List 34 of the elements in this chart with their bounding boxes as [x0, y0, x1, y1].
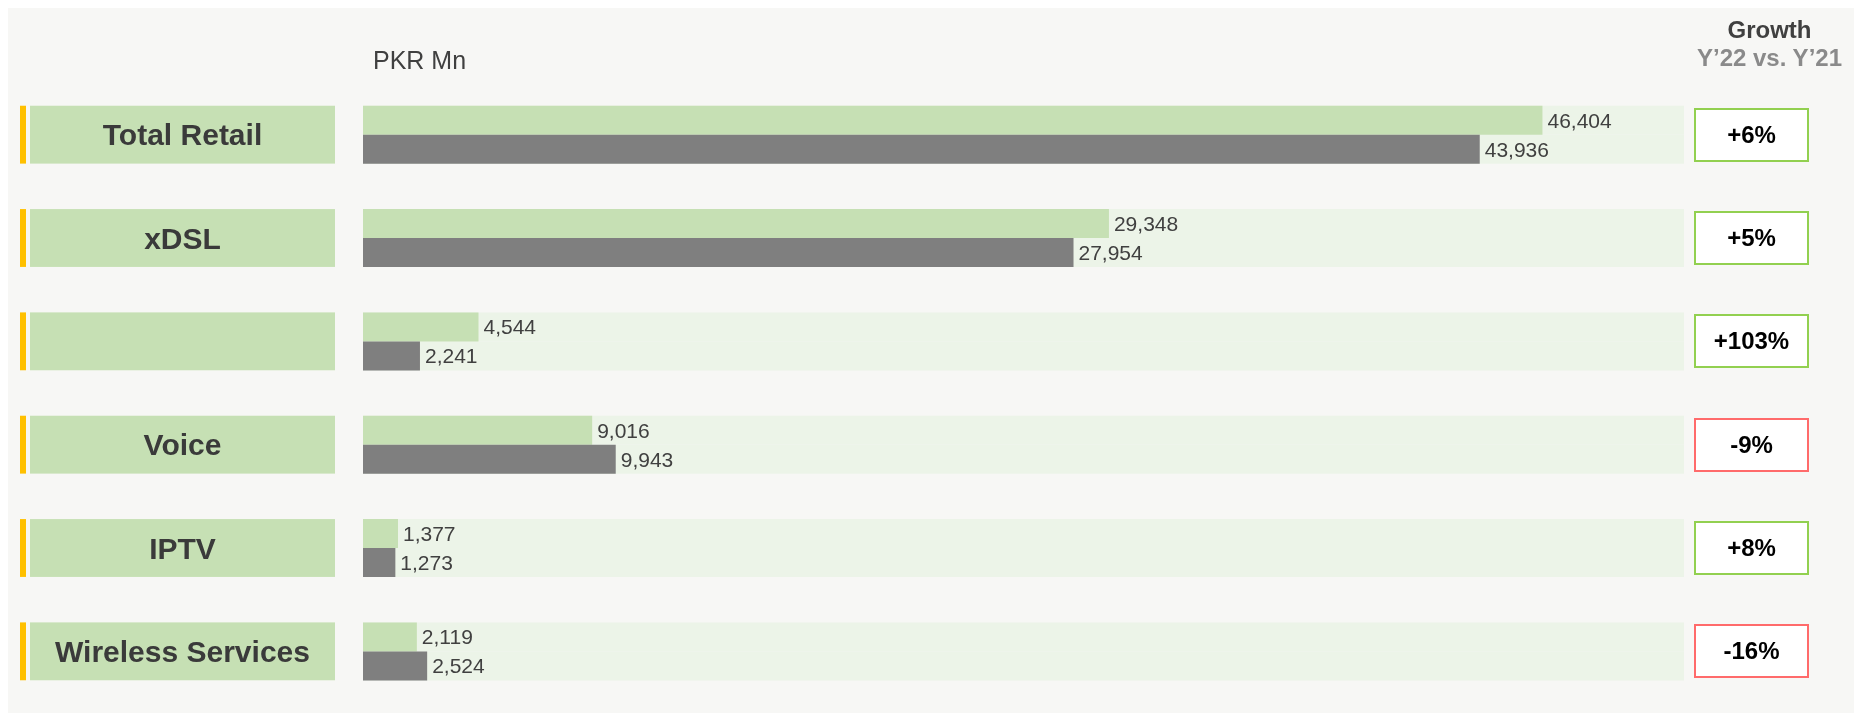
x-axis-title: PKR Mn	[373, 46, 467, 75]
data-label: 2,241	[424, 344, 478, 368]
data-label: 2,524	[432, 654, 486, 678]
bar	[363, 341, 420, 371]
text: +6%	[1694, 107, 1809, 162]
text: Growth	[1726, 16, 1813, 44]
bar	[363, 651, 428, 681]
y-tick-label: xDSL	[144, 221, 221, 255]
bar	[363, 312, 479, 342]
data-label: 43,936	[1484, 137, 1549, 161]
data-label: 46,404	[1547, 108, 1613, 132]
data-label: 9,943	[620, 447, 674, 471]
y-tick-label: Voice	[143, 428, 222, 462]
data-label: 2,119	[421, 625, 473, 649]
data-label: 1,273	[400, 551, 453, 575]
bar	[363, 519, 398, 549]
text: Y’22 vs. Y’21	[1696, 44, 1842, 72]
text: +103%	[1694, 314, 1809, 369]
data-label: 9,016	[597, 418, 650, 442]
y-tick-label: Total Retail	[102, 118, 263, 152]
y-tick-label: Wireless Services	[55, 634, 310, 668]
data-label: 1,377	[403, 522, 456, 546]
data-label: 27,954	[1078, 241, 1144, 265]
text: +8%	[1694, 521, 1809, 575]
data-label: 4,544	[483, 315, 537, 339]
bar	[363, 548, 396, 578]
bar	[363, 415, 593, 445]
text: -9%	[1694, 417, 1809, 472]
bar	[363, 444, 616, 474]
text: +5%	[1694, 211, 1809, 265]
bar	[363, 622, 417, 652]
data-label: 29,348	[1113, 212, 1179, 236]
y-tick-label: IPTV	[149, 531, 216, 565]
text: -16%	[1694, 624, 1809, 679]
